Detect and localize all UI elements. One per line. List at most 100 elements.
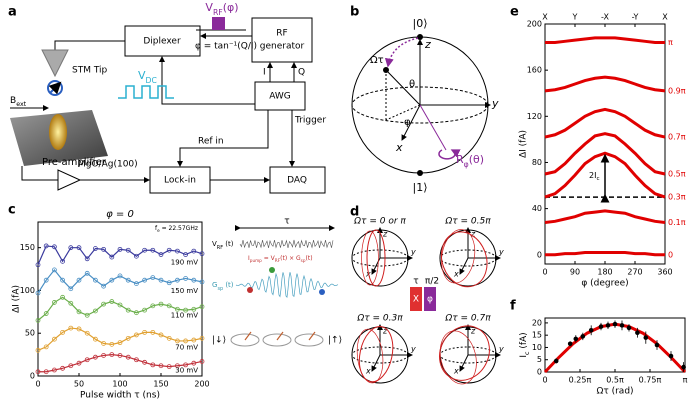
spin-arrow [48, 81, 62, 95]
y-label: y [491, 97, 499, 110]
data-point [52, 336, 57, 342]
series-label: 150 mV [171, 287, 198, 295]
pulse-half-pi: π/2 [425, 277, 439, 287]
subscript: pump [250, 258, 262, 263]
awg-label: AWG [269, 92, 291, 102]
up-label: |↑⟩ [328, 336, 342, 346]
series-line [38, 354, 203, 373]
y-tick-label: 150 [20, 243, 35, 252]
diplexer-box [124, 25, 201, 57]
y-tick-label: 0 [30, 372, 35, 381]
axis-label: z [382, 230, 388, 239]
trajectory [440, 231, 488, 288]
panel-label: e [510, 5, 519, 20]
rf-burst [239, 239, 334, 249]
data-point [142, 329, 148, 335]
data-point [125, 335, 131, 341]
trajectory [361, 230, 379, 286]
data-point [158, 277, 164, 283]
trajectory [366, 229, 386, 287]
data-point [93, 246, 98, 251]
x-axis [371, 354, 381, 372]
data-point [84, 330, 90, 336]
text-part: R [456, 153, 464, 166]
schematic [230, 239, 339, 347]
data-point [643, 335, 649, 340]
data-point [117, 273, 123, 279]
data-point [199, 359, 205, 364]
data-point [60, 329, 65, 335]
text-part: (t) × G [280, 255, 301, 262]
data-point [101, 341, 106, 346]
ket0: |0⟩ [413, 17, 428, 30]
text-part: B [10, 96, 16, 106]
data-point [183, 276, 189, 281]
data-point [125, 307, 131, 313]
text-part: (θ) [469, 153, 484, 166]
x-label: x [395, 141, 403, 154]
series-label: 190 mV [171, 259, 198, 267]
state-vector [385, 69, 421, 106]
annotation: fe = 22.57GHz [155, 225, 198, 233]
data-point [174, 277, 180, 283]
chart-title: φ = 0 [106, 209, 134, 220]
data-point [150, 362, 156, 368]
data-point [101, 246, 106, 252]
preamp [57, 169, 82, 191]
trajectory [439, 330, 477, 385]
data-point [109, 299, 115, 304]
data-point [84, 270, 90, 276]
y-axis-label: Ic (fA) [519, 332, 531, 357]
projection [385, 104, 421, 121]
y-tick-label: 10 [532, 343, 542, 352]
lockin-label: Lock-in [164, 176, 196, 186]
x-axis-label: Pulse width τ (ns) [80, 391, 160, 401]
series-label: 70 mV [175, 343, 198, 351]
data-point [183, 338, 189, 344]
y-tick-label: 100 [20, 286, 35, 295]
data-point [626, 325, 632, 331]
series-line [545, 36, 665, 44]
sample-label: MgO/Ag(100) [78, 160, 138, 170]
data-point [199, 304, 205, 310]
data-point [158, 252, 164, 257]
data-point [654, 342, 660, 348]
data-point [35, 317, 41, 323]
y-axis-label: ΔI (fA) [12, 285, 22, 313]
x-tick-label: 0.5π [606, 376, 624, 385]
data-point [166, 303, 172, 309]
data-point [598, 324, 604, 329]
marker-dot [247, 287, 253, 293]
data-point [174, 363, 180, 369]
text-part: (φ) [223, 1, 239, 14]
sample-peak [49, 114, 67, 150]
series-line [544, 209, 666, 224]
data-point [619, 323, 625, 328]
data-point [101, 353, 106, 358]
data-point [133, 281, 139, 287]
series-label: 0.3π [668, 193, 686, 202]
pulse-phi: φ [427, 295, 433, 305]
rotation-label: Rφ(θ) [456, 153, 484, 169]
text-part: (t) [223, 240, 234, 248]
rf-label: generator [260, 42, 305, 52]
series-label: π [668, 38, 673, 47]
data-point [43, 369, 49, 375]
data-point [199, 251, 205, 257]
y-tick-label: 15 [532, 331, 542, 340]
wire [159, 56, 255, 105]
data-point [35, 290, 41, 296]
state [383, 67, 389, 73]
spin-orbit [230, 333, 260, 347]
y-tick-label: 200 [527, 20, 542, 29]
data-point [117, 302, 123, 308]
data-point [191, 248, 197, 254]
ket1: |1⟩ [413, 181, 428, 194]
preamp-label: Pre-amplifier [42, 157, 107, 168]
dc-pulses [118, 85, 174, 99]
y-tick-label: 160 [527, 66, 542, 75]
pole [417, 170, 423, 176]
series-label: 110 mV [171, 312, 198, 320]
series-label: 0.7π [668, 133, 686, 142]
